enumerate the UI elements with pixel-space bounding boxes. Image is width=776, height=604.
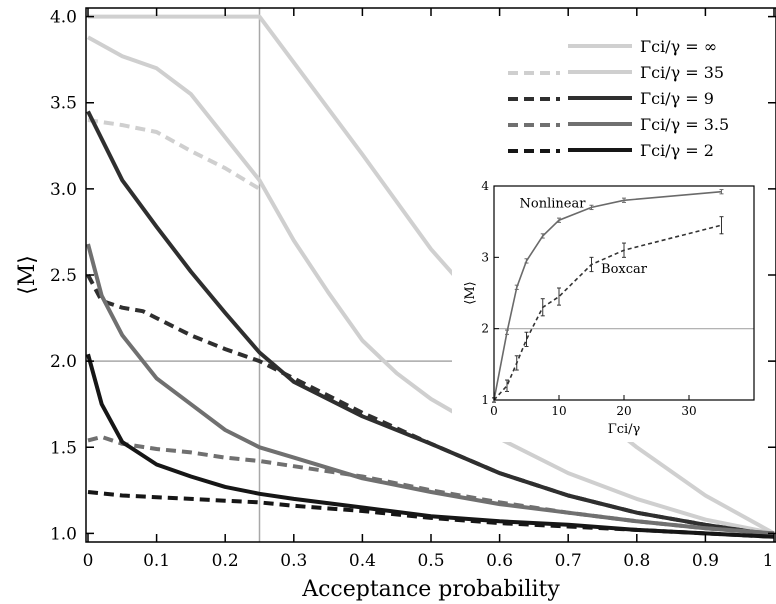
x-tick-label: 0.4 [349, 551, 376, 571]
inset-y-axis-title: ⟨M⟩ [463, 281, 478, 304]
inset-point-nonlinear [505, 329, 509, 335]
legend-label-ci: Γci/γ = ∞ [640, 37, 717, 56]
series-line-ci-35-dashed [87, 118, 261, 191]
inset-x-tick-label: 0 [490, 404, 498, 418]
inset-point-boxcar [557, 287, 561, 306]
inset-y-tick-label: 4 [481, 179, 489, 193]
x-tick-label: 0.8 [623, 551, 650, 571]
legend-label-ci-9: Γci/γ = 9 [640, 89, 714, 108]
inset-point-nonlinear [622, 197, 626, 203]
y-tick-label: 1.5 [50, 438, 77, 458]
inset-x-tick-label: 30 [681, 404, 696, 418]
inset-annotation-nonlinear: Nonlinear [520, 196, 587, 211]
inset-chart: 0 10 20 30 1 2 3 4 Γci/γ ⟨M⟩ Nonlinear Boxcar [452, 179, 768, 442]
series-line-ci-35-solid [87, 35, 775, 536]
legend-label-ci-2: Γci/γ = 2 [640, 141, 714, 160]
inset-point-nonlinear [557, 217, 561, 223]
inset-point-nonlinear [524, 258, 529, 264]
series-line-ci-2-dashed [87, 490, 775, 539]
inset-point-nonlinear [514, 284, 519, 290]
inset-point-nonlinear [719, 189, 724, 195]
y-tick-label: 1.0 [50, 524, 77, 544]
inset-x-axis-title: Γci/γ [608, 422, 641, 437]
y-tick-label: 3.0 [50, 180, 77, 200]
inset-x-tick-label: 10 [551, 404, 566, 418]
y-axis-title: ⟨M⟩ [15, 255, 40, 295]
legend-label-ci-35: Γci/γ = 35 [640, 63, 724, 82]
series-line-ci-2-solid [86, 353, 775, 539]
inset-y-tick-label: 3 [481, 250, 489, 264]
inset-y-tick-label: 1 [481, 393, 489, 407]
main-plot-area: 0 0.1 0.2 0.3 0.4 0.5 0.6 0.7 0.8 0.9 1 1.0 1.5 2.0 2.… [15, 7, 776, 602]
inset-point-boxcar [622, 242, 626, 258]
inset-point-boxcar [514, 355, 519, 371]
legend: Γci/γ = ∞ Γci/γ = 35 Γci/γ = 9 Γci/γ = 3.5 Γ… [508, 37, 729, 160]
inset-point-boxcar [719, 216, 724, 235]
y-tick-label: 2.5 [50, 266, 77, 286]
y-tick-label: 4.0 [50, 8, 77, 28]
inset-point-boxcar [524, 331, 529, 347]
x-tick-label: 0 [83, 551, 94, 571]
x-tick-label: 1 [763, 551, 774, 571]
legend-label-ci-3.5: Γci/γ = 3.5 [640, 115, 729, 134]
x-tick-label: 0.2 [212, 551, 239, 571]
inset-x-tick-label: 20 [616, 404, 631, 418]
y-tick-label: 3.5 [50, 94, 77, 114]
x-tick-label: 0.6 [486, 551, 513, 571]
x-tick-label: 0.7 [555, 551, 582, 571]
x-axis-title: Acceptance probability [301, 577, 560, 602]
x-tick-label: 0.5 [417, 551, 444, 571]
inset-point-boxcar [540, 298, 545, 317]
inset-point-boxcar [505, 379, 509, 392]
inset-background [452, 180, 768, 442]
series-line-ci-3.5-dashed [87, 434, 775, 536]
inset-y-tick-label: 2 [481, 322, 489, 336]
inset-point-nonlinear [589, 204, 594, 211]
inset-point-boxcar [589, 256, 594, 273]
y-tick-label: 2.0 [50, 352, 77, 372]
x-tick-label: 0.3 [280, 551, 307, 571]
x-tick-label: 0.1 [143, 551, 170, 571]
x-tick-label: 0.9 [692, 551, 719, 571]
inset-point-nonlinear [540, 233, 545, 239]
inset-annotation-boxcar: Boxcar [601, 262, 648, 277]
